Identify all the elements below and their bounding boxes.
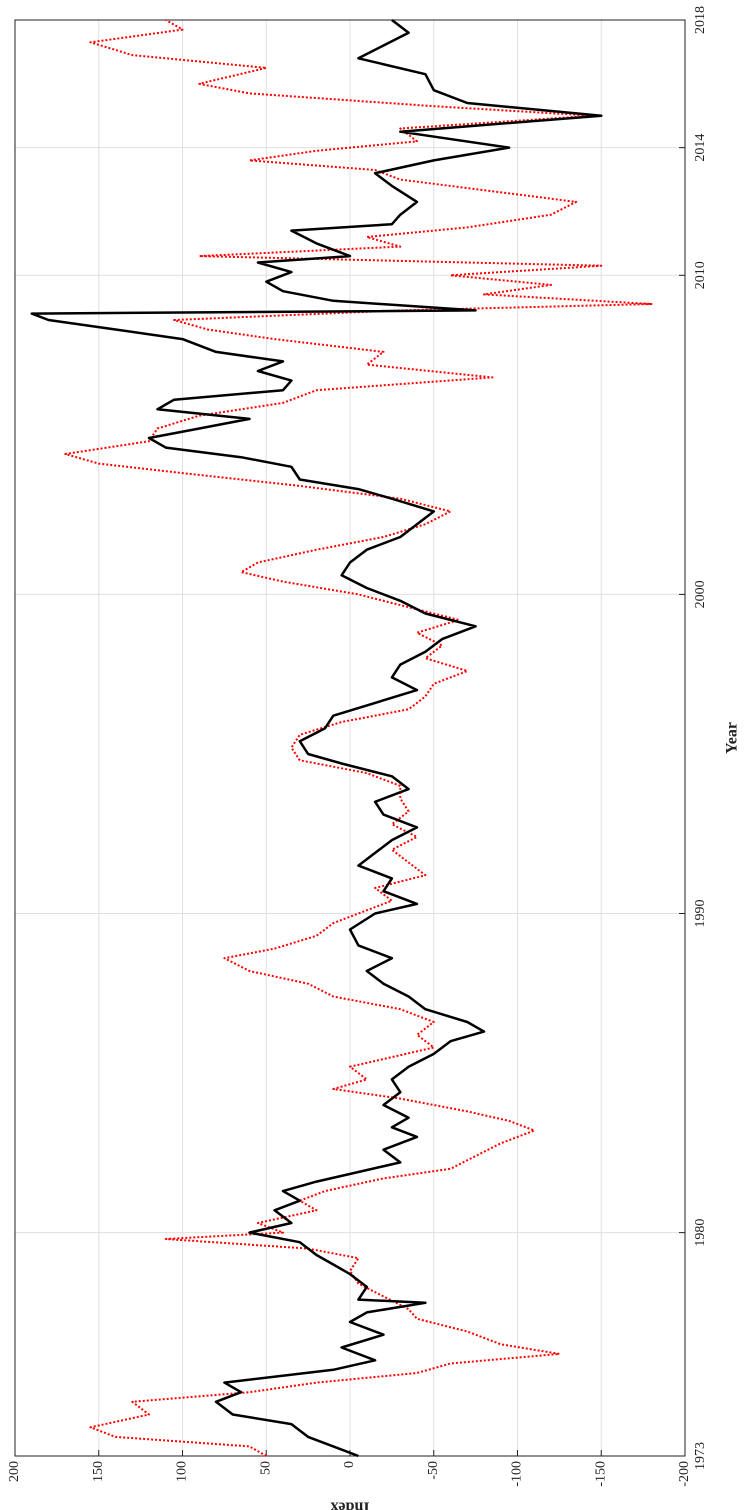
x-tick-label: 2018	[693, 6, 708, 34]
y-tick-label: -200	[677, 1461, 692, 1487]
x-tick-label: 2000	[693, 580, 708, 608]
y-tick-label: 100	[175, 1461, 190, 1482]
data-line	[30, 19, 603, 1458]
data-line	[64, 19, 653, 1457]
x-tick-label: 2010	[693, 261, 708, 289]
x-tick-label: 1990	[693, 900, 708, 928]
x-axis-title: Year	[724, 722, 741, 754]
x-tick-label: 1980	[693, 1219, 708, 1247]
y-tick-label: 0	[342, 1461, 357, 1468]
y-axis-title: Index	[330, 1498, 369, 1510]
y-tick-label: -150	[593, 1461, 608, 1487]
x-tick-label: 1973	[693, 1442, 708, 1470]
x-tick-label: 2014	[693, 134, 708, 162]
plot-frame	[14, 19, 686, 1457]
y-tick-label: 150	[91, 1461, 106, 1482]
y-tick-label: -100	[510, 1461, 525, 1487]
y-tick-label: -50	[426, 1461, 441, 1480]
y-tick-label: 200	[7, 1461, 22, 1482]
y-tick-label: 50	[258, 1461, 273, 1475]
